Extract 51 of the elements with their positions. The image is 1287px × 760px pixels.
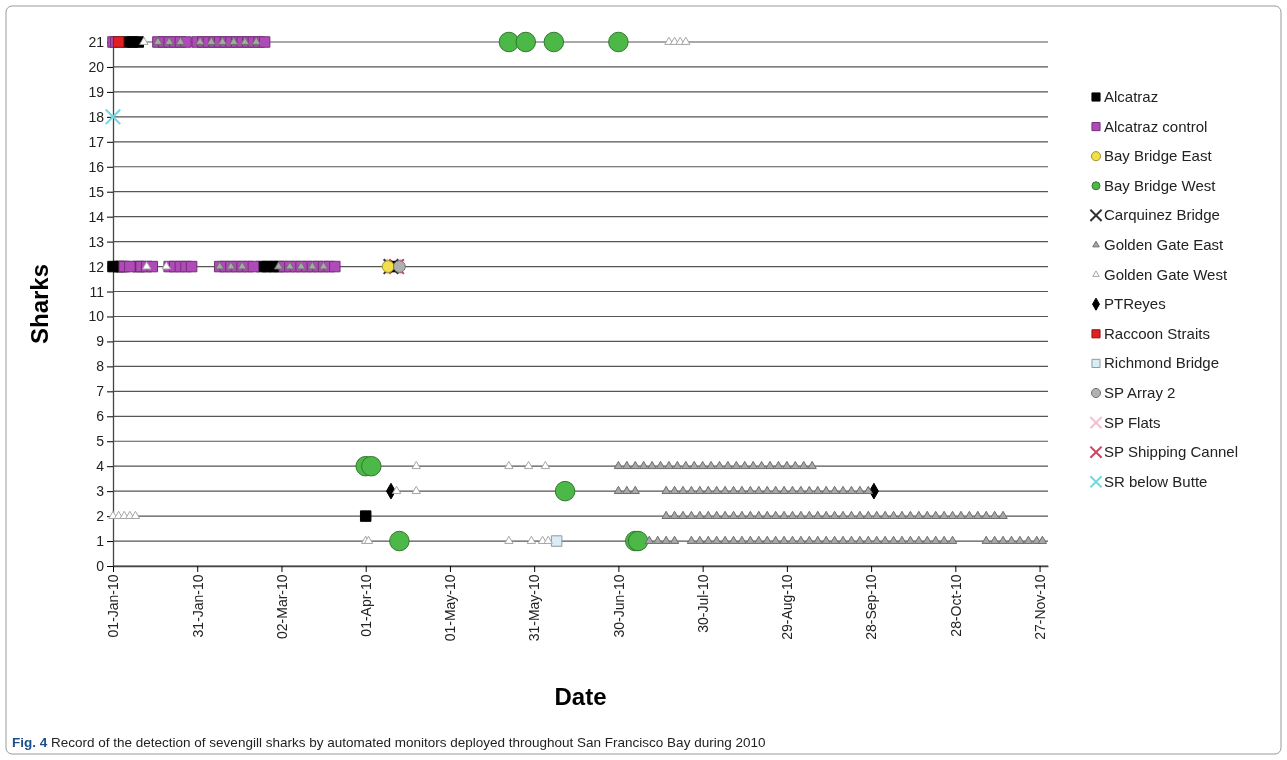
x-tick-label: 27-Nov-10 <box>1031 574 1048 640</box>
x-tick-label: 01-May-10 <box>442 574 459 642</box>
x-tick-label: 31-May-10 <box>526 574 543 642</box>
legend-label: SR below Butte <box>1104 472 1208 490</box>
y-tick-label: 15 <box>88 183 105 200</box>
x-tick-label: 02-Mar-10 <box>273 574 290 639</box>
legend-label: Raccoon Straits <box>1104 324 1210 342</box>
legend-label: SP Flats <box>1104 413 1161 431</box>
x-tick-label: 28-Sep-10 <box>863 574 880 640</box>
x-axis-title: Date <box>554 683 607 710</box>
y-tick-label: 11 <box>89 283 105 300</box>
legend-label: Bay Bridge East <box>1104 147 1213 165</box>
y-tick-label: 5 <box>96 433 105 450</box>
y-tick-label: 3 <box>96 483 105 500</box>
x-tick-label: 01-Apr-10 <box>358 574 374 637</box>
y-tick-label: 14 <box>88 208 105 225</box>
x-tick-label: 01-Jan-10 <box>105 574 122 638</box>
y-tick-label: 9 <box>96 333 105 350</box>
y-tick-label: 2 <box>96 508 105 525</box>
legend-label: Golden Gate West <box>1104 265 1228 283</box>
y-tick-label: 10 <box>88 308 105 325</box>
y-tick-label: 21 <box>88 33 105 50</box>
y-tick-label: 16 <box>88 158 105 175</box>
x-tick-label: 29-Aug-10 <box>779 574 796 640</box>
x-tick-label: 31-Jan-10 <box>189 574 206 638</box>
y-tick-label: 6 <box>96 408 105 425</box>
y-tick-label: 13 <box>88 233 105 250</box>
y-tick-label: 12 <box>88 258 105 275</box>
y-tick-label: 18 <box>88 108 105 125</box>
y-tick-label: 8 <box>96 358 105 375</box>
x-tick-label: 30-Jul-10 <box>694 574 711 633</box>
y-tick-label: 17 <box>88 133 105 150</box>
legend-label: Alcatraz control <box>1104 117 1208 135</box>
legend-label: Bay Bridge West <box>1104 176 1217 194</box>
caption: Fig. 4 Record of the detection of sevengill sharks by automated monitors deployed throughout San Francisco Bay during 2010 <box>12 735 766 750</box>
legend-label: Richmond Bridge <box>1104 354 1220 372</box>
y-tick-label: 0 <box>96 557 105 574</box>
legend-label: SP Shipping Cannel <box>1104 443 1238 461</box>
y-tick-label: 4 <box>96 458 105 475</box>
legend-label: PTReyes <box>1104 295 1166 313</box>
y-tick-label: 20 <box>88 58 105 75</box>
legend-label: Golden Gate East <box>1104 236 1225 253</box>
y-tick-label: 7 <box>96 383 105 400</box>
x-tick-label: 30-Jun-10 <box>610 574 627 638</box>
legend-label: Carquinez Bridge <box>1104 206 1220 224</box>
legend-label: SP Array 2 <box>1104 384 1176 401</box>
y-tick-label: 1 <box>96 533 105 550</box>
y-axis-title: Sharks <box>26 263 53 345</box>
x-tick-label: 28-Oct-10 <box>947 574 964 637</box>
y-tick-label: 19 <box>88 83 105 100</box>
legend-label: Alcatraz <box>1104 88 1159 105</box>
